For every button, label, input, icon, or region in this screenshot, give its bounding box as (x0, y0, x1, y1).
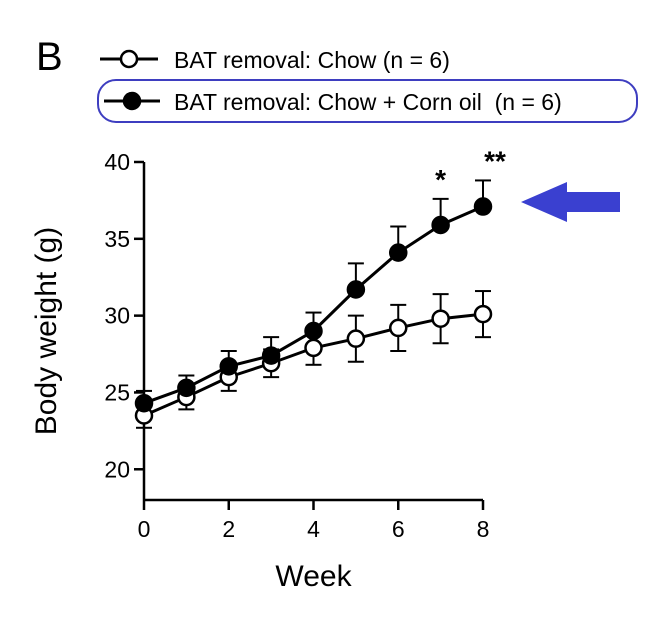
data-point (431, 309, 450, 328)
x-tick-label: 6 (392, 516, 405, 542)
y-axis-label: Body weight (g) (30, 227, 63, 435)
highlight-arrow-icon (521, 182, 620, 222)
data-point (219, 357, 238, 376)
annotations: *** (435, 145, 620, 222)
y-tick-label: 40 (104, 149, 130, 175)
data-point (389, 318, 408, 338)
series-line (143, 205, 484, 405)
data-point (431, 215, 450, 235)
data-point (261, 346, 281, 365)
legend-marker-chow (119, 49, 139, 69)
data-point (389, 243, 408, 262)
legend-highlight-outline (97, 79, 638, 123)
data-point (346, 280, 366, 299)
y-tick-label: 30 (104, 303, 130, 329)
data-point (304, 321, 323, 341)
panel-label: B (36, 35, 63, 79)
y-tick-label: 35 (104, 226, 130, 252)
legend: BAT removal: Chow (n = 6) BAT removal: Ch… (97, 47, 638, 123)
legend-marker-corn-oil (122, 91, 142, 111)
series-layer (134, 179, 493, 429)
legend-label-corn-oil: BAT removal: Chow + Corn oil (n = 6) (174, 89, 562, 115)
x-axis-label: Week (275, 560, 352, 593)
significance-marker: ** (484, 145, 506, 176)
significance-marker: * (435, 164, 446, 195)
data-point (473, 304, 493, 324)
data-point (304, 338, 323, 358)
x-tick-label: 8 (477, 516, 490, 542)
data-point (177, 378, 196, 398)
legend-label-chow: BAT removal: Chow (n = 6) (174, 47, 450, 73)
x-tick-label: 2 (222, 516, 235, 542)
series-chow-corn-oil (134, 179, 493, 413)
series-chow (134, 290, 493, 429)
axes: 20 25 30 35 40 0 2 4 6 8 Week Body weight (g) (30, 149, 489, 593)
x-tick-label: 0 (138, 516, 151, 542)
data-point (346, 329, 366, 348)
data-point (134, 393, 154, 413)
y-tick-label: 25 (104, 379, 130, 405)
data-point (473, 197, 493, 216)
y-tick-label: 20 (104, 456, 130, 482)
x-tick-label: 4 (307, 516, 320, 542)
